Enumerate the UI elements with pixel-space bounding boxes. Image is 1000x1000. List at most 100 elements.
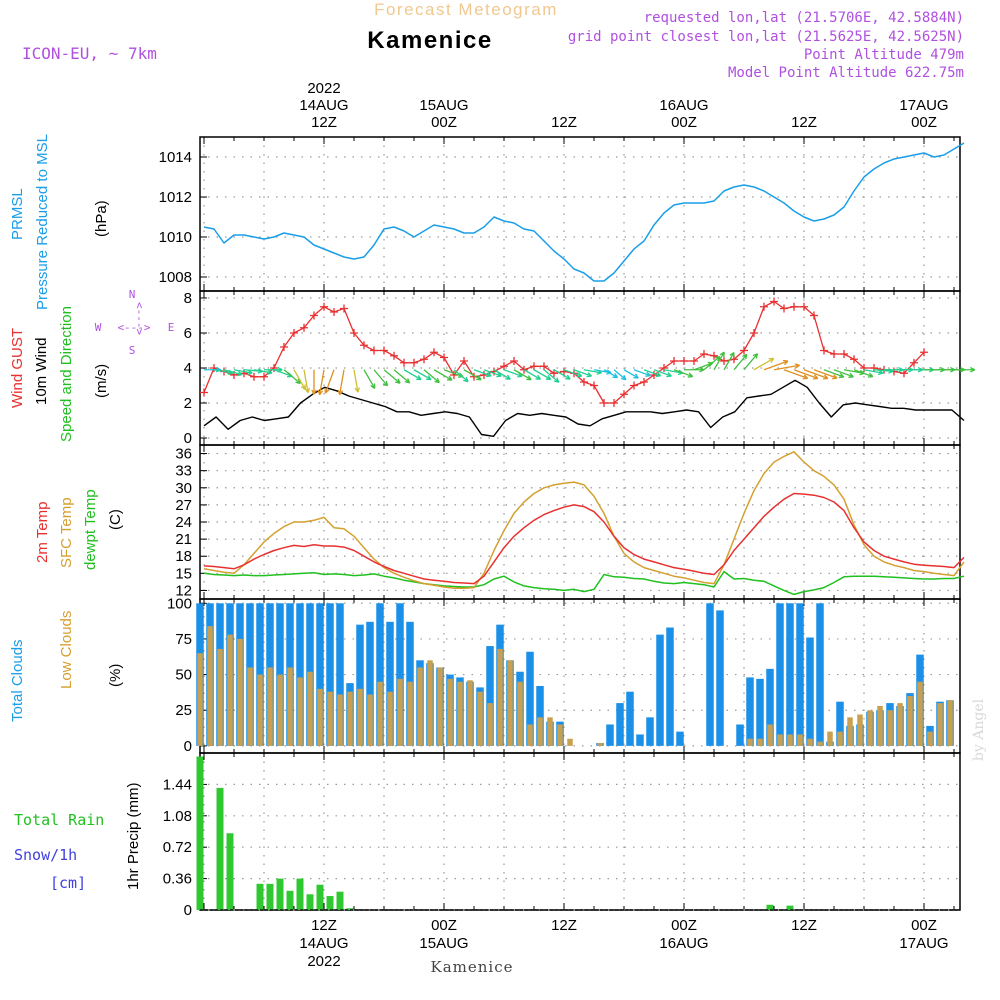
total-cloud-bar (486, 646, 494, 746)
wind-arrow (673, 369, 694, 378)
low-cloud-bar (877, 705, 883, 746)
time-label-year: 2022 (307, 80, 340, 97)
gust-label: Wind GUST (9, 328, 26, 408)
rain-bar (766, 904, 774, 910)
credit-watermark: by Angel (971, 698, 987, 761)
low-cloud-bar (767, 724, 773, 746)
total-cloud-label: Total Clouds (9, 639, 26, 722)
time-label-hour: 12Z (791, 114, 817, 131)
low-cloud-bar (897, 703, 903, 746)
pressure-label-prmsl: PRMSL (9, 188, 26, 240)
y-tick-label: 1.44 (163, 776, 192, 793)
wind-arrow (311, 369, 317, 395)
low-cloud-bar (867, 710, 873, 746)
gust-marker (550, 369, 558, 378)
sfc-temp-label: SFC Temp (58, 497, 75, 568)
low-cloud-bar (937, 703, 943, 746)
gust-marker (690, 357, 698, 365)
low-cloud-bar (277, 674, 283, 746)
pressure-unit: (hPa) (93, 200, 110, 237)
wind-arrow (493, 369, 511, 380)
rain-bar (196, 756, 204, 910)
low-cloud-label: Low Clouds (58, 611, 75, 689)
gust-marker (400, 358, 408, 367)
y-tick-label: 0 (184, 430, 192, 447)
temp2m-line (203, 492, 965, 585)
dewpt-line (203, 570, 965, 596)
pressure-line (203, 142, 965, 282)
gust-marker (680, 357, 688, 365)
low-cloud-bar (447, 678, 453, 746)
rain-bar (276, 878, 284, 910)
gust-marker (840, 350, 848, 358)
low-cloud-bar (517, 681, 523, 746)
gust-marker (710, 351, 718, 360)
time-label-hour: 12Z (311, 917, 337, 934)
rain-bar (336, 891, 344, 910)
low-cloud-bar (547, 717, 553, 746)
low-cloud-bar (597, 743, 603, 746)
low-cloud-bar (407, 681, 413, 746)
wind-arrow (833, 369, 854, 378)
gust-marker (610, 399, 618, 407)
low-cloud-bar (887, 710, 893, 746)
low-cloud-bar (907, 695, 913, 746)
y-tick-label: 21 (175, 531, 192, 548)
y-tick-label: 75 (175, 631, 192, 648)
gust-marker (420, 355, 428, 364)
y-tick-label: 1008 (159, 269, 192, 286)
total-cloud-bar (656, 634, 664, 746)
wind-arrow (553, 369, 571, 380)
rain-label: Total Rain (14, 811, 104, 829)
total-cloud-bar (636, 734, 644, 746)
y-tick-label: 50 (175, 667, 192, 684)
model-altitude: Model Point Altitude 622.75m (728, 65, 964, 81)
y-tick-label: 24 (175, 514, 192, 531)
wind-arrow (773, 363, 801, 371)
y-tick-label: 0.36 (163, 871, 192, 888)
total-cloud-bar (796, 603, 804, 746)
wind-arrow (853, 369, 874, 378)
gust-marker (330, 308, 338, 316)
gust-marker (770, 297, 778, 306)
total-cloud-bar (716, 610, 724, 746)
chart-subtitle: Forecast Meteogram (374, 0, 558, 19)
gust-marker (740, 346, 748, 355)
gust-marker (360, 341, 368, 350)
wind-arrow (603, 369, 619, 379)
y-tick-label: 36 (175, 446, 192, 463)
wind-arrow (303, 369, 311, 394)
wind-arrow (793, 369, 819, 380)
wind-arrow (803, 369, 829, 380)
low-cloud-bar (227, 634, 233, 746)
gust-marker (860, 364, 868, 372)
gust-marker (790, 302, 798, 311)
gust-marker (320, 302, 328, 311)
gust-marker (660, 364, 668, 372)
low-cloud-bar (297, 677, 303, 746)
wind-arrow (513, 369, 532, 381)
total-cloud-bar (756, 678, 764, 746)
wind-panel: 0 2 4 6 8 (184, 290, 976, 447)
compass-w: W (95, 321, 102, 334)
total-cloud-bar (296, 603, 304, 746)
low-cloud-bar (567, 738, 573, 746)
gust-marker (380, 346, 388, 355)
low-cloud-bar (217, 648, 223, 746)
total-cloud-bar (666, 627, 674, 746)
time-label-date: 14AUG (299, 97, 348, 114)
total-cloud-bar (676, 731, 684, 746)
gust-marker (260, 372, 268, 381)
total-cloud-bar (366, 621, 374, 746)
wind-arrow (563, 369, 583, 378)
wind-arrow (363, 369, 376, 389)
low-cloud-bar (237, 638, 243, 746)
total-cloud-bar (536, 685, 544, 746)
wind-label: 10m Wind (33, 337, 50, 405)
compass-s: S (129, 344, 136, 357)
low-cloud-bar (787, 734, 793, 746)
wind-line (203, 379, 965, 437)
low-cloud-bar (817, 741, 823, 746)
